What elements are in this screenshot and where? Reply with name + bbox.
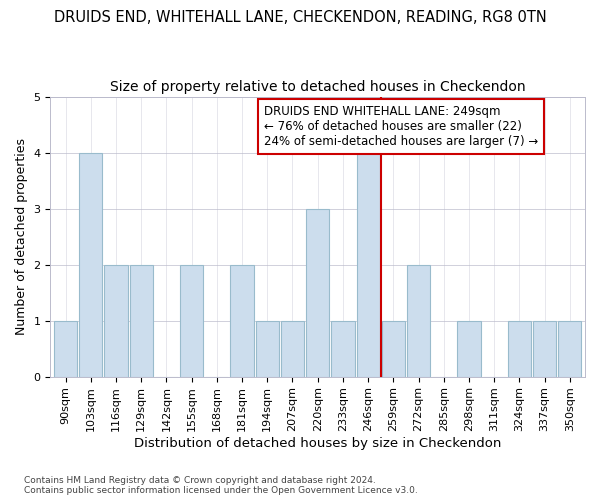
Bar — [54, 320, 77, 376]
Bar — [407, 264, 430, 376]
X-axis label: Distribution of detached houses by size in Checkendon: Distribution of detached houses by size … — [134, 437, 502, 450]
Bar — [79, 152, 103, 376]
Bar — [180, 264, 203, 376]
Text: DRUIDS END, WHITEHALL LANE, CHECKENDON, READING, RG8 0TN: DRUIDS END, WHITEHALL LANE, CHECKENDON, … — [53, 10, 547, 25]
Text: DRUIDS END WHITEHALL LANE: 249sqm
← 76% of detached houses are smaller (22)
24% : DRUIDS END WHITEHALL LANE: 249sqm ← 76% … — [264, 105, 538, 148]
Bar — [281, 320, 304, 376]
Title: Size of property relative to detached houses in Checkendon: Size of property relative to detached ho… — [110, 80, 526, 94]
Bar — [457, 320, 481, 376]
Bar — [382, 320, 405, 376]
Bar — [256, 320, 279, 376]
Bar — [508, 320, 531, 376]
Bar — [306, 208, 329, 376]
Bar — [356, 152, 380, 376]
Bar — [104, 264, 128, 376]
Bar — [331, 320, 355, 376]
Bar — [130, 264, 153, 376]
Text: Contains HM Land Registry data © Crown copyright and database right 2024.
Contai: Contains HM Land Registry data © Crown c… — [24, 476, 418, 495]
Bar — [230, 264, 254, 376]
Bar — [558, 320, 581, 376]
Bar — [533, 320, 556, 376]
Y-axis label: Number of detached properties: Number of detached properties — [15, 138, 28, 335]
